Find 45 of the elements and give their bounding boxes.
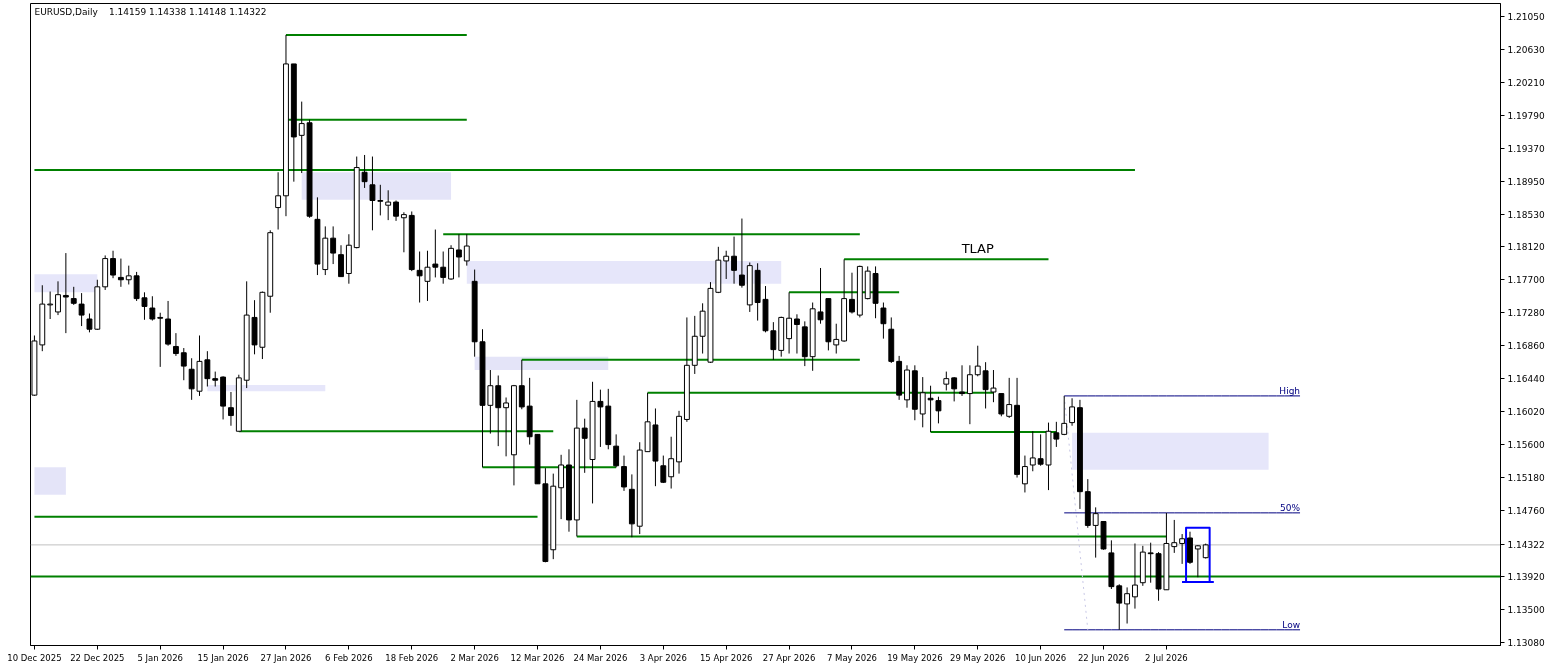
y-tick-label: 1.17280	[1507, 308, 1545, 319]
y-tick-label: 1.19790	[1507, 111, 1545, 122]
ref-line-label: 1.14322	[1507, 540, 1545, 551]
y-tick-label: 1.17700	[1507, 275, 1545, 286]
y-tick-label: 1.15180	[1507, 473, 1545, 484]
chart-subtitle: 1.14159 1.14338 1.14148 1.14322	[108, 6, 267, 17]
x-tick-label: 2 Mar 2026	[450, 652, 499, 663]
y-tick-label: 1.16020	[1507, 407, 1545, 418]
x-tick-label: 27 Apr 2026	[762, 652, 816, 663]
x-tick-label: 24 Mar 2026	[573, 652, 628, 663]
series-label: Low	[1282, 619, 1301, 630]
y-tick-label: 1.21050	[1507, 12, 1545, 23]
x-tick-label: 15 Jan 2026	[197, 652, 249, 663]
y-tick-label: 1.20630	[1507, 45, 1545, 56]
x-tick-label: 10 Jun 2026	[1015, 652, 1067, 663]
series-label: High	[1279, 385, 1301, 396]
annotation: TLAP	[960, 241, 995, 257]
x-tick-label: 3 Apr 2026	[639, 652, 687, 663]
y-tick-label: 1.16860	[1507, 341, 1545, 352]
y-tick-label: 1.20210	[1507, 78, 1545, 89]
x-tick-label: 27 Jan 2026	[260, 652, 312, 663]
x-tick-label: 2 Jul 2026	[1145, 652, 1188, 663]
x-tick-label: 6 Feb 2026	[325, 652, 373, 663]
y-tick-label: 1.18530	[1507, 210, 1545, 221]
y-tick-label: 1.14760	[1507, 506, 1545, 517]
x-tick-label: 10 Dec 2025	[7, 652, 62, 663]
x-tick-label: 22 Dec 2025	[70, 652, 125, 663]
chart-title: EURUSD,Daily	[34, 6, 99, 17]
x-tick-label: 29 May 2026	[950, 652, 1006, 663]
y-tick-label: 1.18120	[1507, 242, 1545, 253]
x-tick-label: 12 Mar 2026	[510, 652, 565, 663]
y-tick-label: 1.13500	[1507, 604, 1545, 615]
y-tick-label: 1.18950	[1507, 177, 1545, 188]
y-tick-label: 1.15600	[1507, 440, 1545, 451]
x-tick-label: 15 Apr 2026	[699, 652, 753, 663]
x-tick-label: 5 Jan 2026	[137, 652, 183, 663]
y-tick-label: 1.16440	[1507, 374, 1545, 385]
series-label: 50%	[1280, 502, 1301, 513]
y-tick-label: 1.13080	[1507, 637, 1545, 648]
y-tick-label: 1.19370	[1507, 144, 1545, 155]
x-tick-label: 19 May 2026	[887, 652, 943, 663]
x-tick-label: 18 Feb 2026	[385, 652, 439, 663]
y-tick-label: 1.13920	[1507, 571, 1545, 582]
x-tick-label: 22 Jun 2026	[1077, 652, 1130, 663]
x-tick-label: 7 May 2026	[826, 652, 877, 663]
